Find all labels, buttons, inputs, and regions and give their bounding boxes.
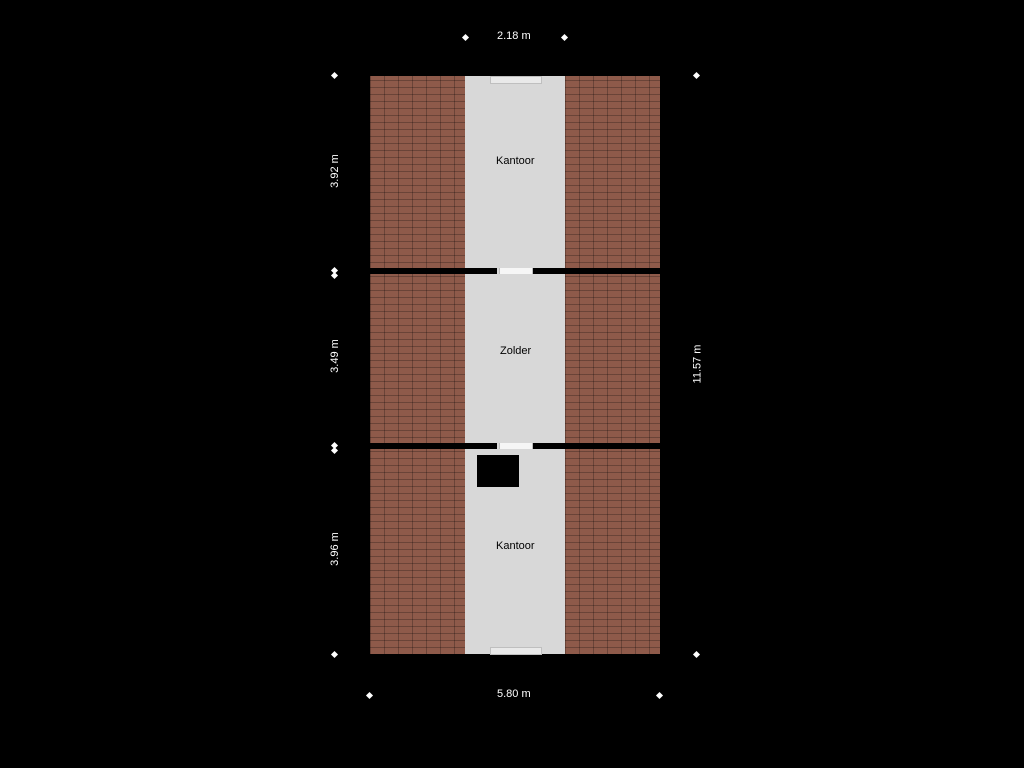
black-block [477,455,519,487]
floorplan-canvas: Kantoor Zolder Kantoor 2.18 m 5.80 m 11.… [0,0,1024,768]
dim-right-marker-bottom [693,651,700,658]
dim-left1-marker-top [331,72,338,79]
dim-top-marker-left [462,34,469,41]
dim-right-label: 11.57 m [691,345,703,384]
room-label-zolder: Zolder [500,345,531,357]
dim-left3-marker-bottom [331,651,338,658]
dim-bottom-marker-right [656,692,663,699]
dim-bottom-label: 5.80 m [497,688,531,700]
roof-left [370,75,465,655]
dim-left2-marker-top [331,272,338,279]
dim-left1-label: 3.92 m [329,154,341,188]
dim-left3-label: 3.96 m [329,532,341,566]
room-label-kantoor-top: Kantoor [496,155,535,167]
dim-top-marker-right [561,34,568,41]
room-label-kantoor-bottom: Kantoor [496,540,535,552]
door-1-mark [499,268,533,274]
door-2-mark [499,443,533,449]
dim-bottom-marker-left [366,692,373,699]
dim-left3-marker-top [331,447,338,454]
dim-top-label: 2.18 m [497,30,531,42]
roof-right [565,75,660,655]
dim-right-marker-top [693,72,700,79]
window-bottom [490,647,542,655]
window-top [490,76,542,84]
dim-left2-label: 3.49 m [329,339,341,373]
